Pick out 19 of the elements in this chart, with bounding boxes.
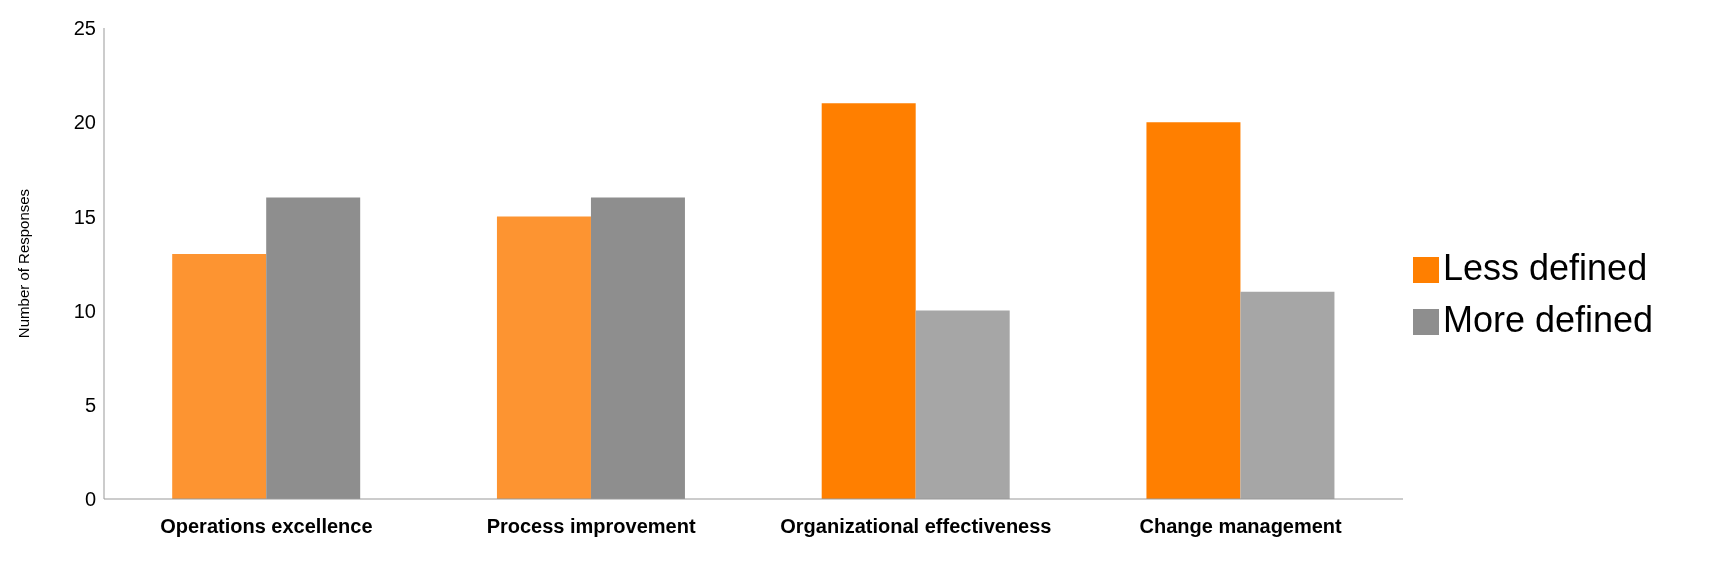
bar [1146,122,1241,499]
legend-label: More defined [1443,298,1654,340]
y-tick-label: 10 [73,299,96,322]
y-tick-label: 0 [84,488,96,511]
y-tick-label: 25 [73,17,96,40]
y-tick-label: 20 [73,111,96,134]
x-tick-label: Process improvement [486,515,696,538]
bar [172,254,267,499]
bar [1240,291,1335,499]
x-tick-label: Change management [1139,515,1343,538]
x-tick-label: Organizational effectiveness [780,515,1052,538]
x-tick-label: Operations excellence [160,515,373,538]
y-tick-label: 15 [73,205,96,228]
bar [915,310,1010,499]
y-tick-label: 5 [84,393,96,416]
bar [496,216,591,499]
bar [821,103,916,499]
y-axis-title: Number of Responses [15,188,33,339]
legend-label: Less defined [1443,246,1648,288]
